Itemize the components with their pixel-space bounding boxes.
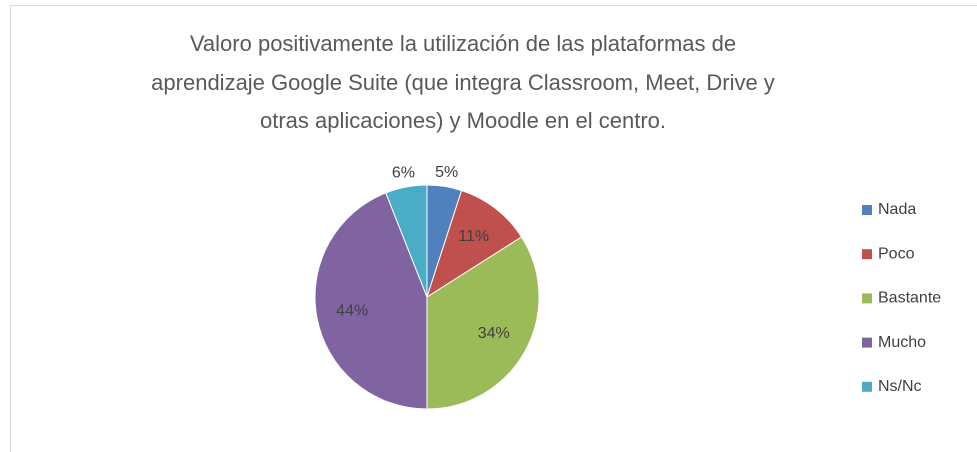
chart-title: aprendizaje Google Suite (que integra Cl…	[151, 70, 775, 95]
pie-slice	[426, 236, 540, 410]
pie-slice	[314, 192, 428, 410]
legend-swatch	[862, 249, 872, 260]
legend-label: Bastante	[878, 290, 941, 307]
chart-title: Valoro positivamente la utilización de l…	[190, 31, 736, 56]
legend-label: Nada	[878, 201, 916, 218]
data-label: 6%	[392, 164, 415, 181]
pie-slice	[385, 184, 428, 298]
legend-label: Mucho	[878, 334, 926, 351]
legend-label: Poco	[878, 245, 915, 262]
data-label: 44%	[336, 302, 368, 319]
legend-swatch	[862, 381, 872, 392]
legend-label: Ns/Nc	[878, 378, 922, 395]
data-label: 11%	[458, 228, 489, 245]
legend-swatch	[862, 293, 872, 304]
data-label: 34%	[478, 325, 510, 342]
pie-slice	[426, 189, 523, 299]
legend-swatch	[862, 205, 872, 215]
data-label: 5%	[435, 164, 458, 181]
legend-swatch	[862, 337, 872, 348]
chart-title: otras aplicaciones) y Moodle en el centr…	[260, 108, 666, 133]
